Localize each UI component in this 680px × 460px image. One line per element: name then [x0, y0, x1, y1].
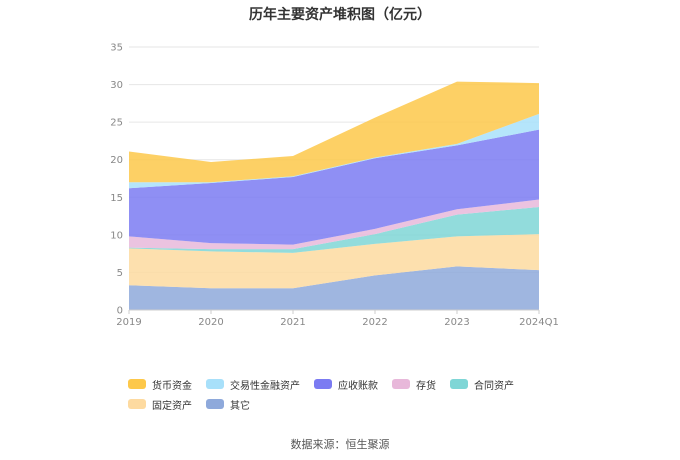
chart-title: 历年主要资产堆积图（亿元） [249, 7, 431, 23]
legend-item[interactable]: 合同资产 [450, 378, 514, 392]
y-tick-label: 0 [117, 306, 123, 317]
source-note: 数据来源：恒生聚源 [290, 438, 390, 451]
x-tick-label: 2021 [280, 317, 305, 328]
legend-swatch [128, 399, 146, 409]
legend-swatch [128, 379, 146, 389]
legend-swatch [206, 399, 224, 409]
y-tick-label: 10 [110, 230, 123, 241]
y-tick-label: 25 [110, 118, 123, 129]
axes: 0 5 10 15 20 25 30 35 2019 2020 2021 2022 2023 2024Q1 [110, 43, 559, 329]
legend-label: 货币资金 [152, 380, 192, 392]
legend-item[interactable]: 其它 [206, 398, 250, 412]
area-固定资产 [129, 234, 539, 289]
y-tick-label: 5 [117, 268, 123, 279]
legend-swatch [392, 379, 410, 389]
x-tick-label: 2024Q1 [519, 317, 559, 328]
area-存货 [129, 199, 539, 250]
legend-item[interactable]: 存货 [392, 378, 436, 392]
x-tick-label: 2022 [362, 317, 387, 328]
y-tick-label: 15 [110, 193, 123, 204]
area-series [129, 81, 539, 310]
area-货币资金 [129, 81, 539, 183]
area-应收账款 [129, 129, 539, 245]
legend-label: 应收账款 [338, 380, 378, 392]
legend-item[interactable]: 货币资金 [128, 378, 192, 392]
area-其它 [129, 266, 539, 310]
x-tick-label: 2023 [444, 317, 469, 328]
legend-label: 合同资产 [474, 380, 514, 392]
legend-item[interactable]: 交易性金融资产 [206, 378, 300, 392]
legend: 货币资金 交易性金融资产 应收账款 存货 合同资产固定资产 其它 [128, 378, 588, 412]
legend-swatch [314, 379, 332, 389]
legend-label: 其它 [230, 400, 250, 412]
y-tick-label: 35 [110, 43, 123, 54]
legend-label: 存货 [416, 380, 436, 392]
legend-item[interactable]: 固定资产 [128, 398, 192, 412]
legend-swatch [450, 379, 468, 389]
legend-swatch [206, 379, 224, 389]
legend-item[interactable]: 应收账款 [314, 378, 378, 392]
legend-label: 固定资产 [152, 400, 192, 412]
y-tick-label: 20 [110, 155, 123, 166]
x-tick-label: 2019 [116, 317, 141, 328]
area-合同资产 [129, 207, 539, 253]
legend-label: 交易性金融资产 [230, 380, 300, 392]
y-tick-label: 30 [110, 80, 123, 91]
x-tick-label: 2020 [198, 317, 223, 328]
